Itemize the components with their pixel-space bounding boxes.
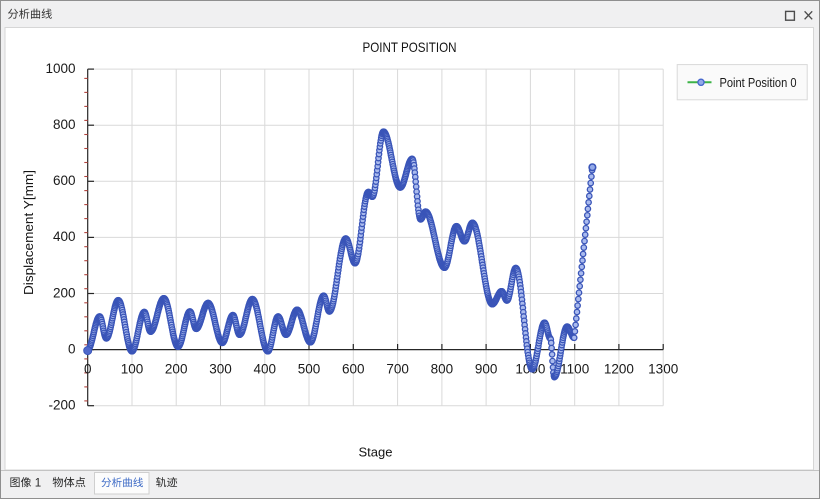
svg-text:0: 0 [84,361,92,376]
svg-text:900: 900 [475,361,498,376]
svg-text:-200: -200 [48,398,75,413]
svg-text:POINT POSITION: POINT POSITION [363,39,457,55]
svg-text:Point Position 0: Point Position 0 [720,75,797,90]
svg-text:600: 600 [53,173,76,188]
svg-text:800: 800 [431,361,454,376]
svg-text:400: 400 [254,361,277,376]
svg-text:1200: 1200 [604,361,634,376]
svg-text:Displacement Y[mm]: Displacement Y[mm] [21,170,36,295]
svg-text:200: 200 [165,361,188,376]
svg-text:800: 800 [53,117,76,132]
svg-text:1000: 1000 [45,61,75,76]
svg-text:1300: 1300 [648,361,678,376]
svg-text:100: 100 [121,361,144,376]
svg-text:1100: 1100 [560,361,589,376]
svg-text:500: 500 [298,361,321,376]
svg-text:200: 200 [53,285,76,300]
svg-text:1: 1 [35,476,41,489]
svg-text:700: 700 [386,361,409,376]
svg-text:600: 600 [342,361,365,376]
svg-text:400: 400 [53,229,76,244]
svg-text:300: 300 [209,361,232,376]
svg-text:0: 0 [68,341,76,356]
svg-text:Stage: Stage [359,445,393,460]
